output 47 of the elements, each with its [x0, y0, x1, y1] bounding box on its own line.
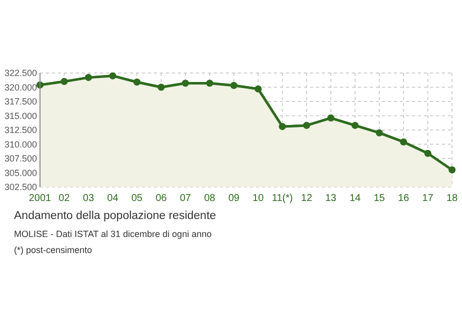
point: [182, 80, 189, 87]
y-tick-label: 322.500: [4, 68, 37, 78]
x-tick-label: 10: [252, 193, 264, 204]
x-tick-label: 14: [349, 193, 362, 204]
text: Andamento della popolazione residente: [14, 210, 216, 222]
point: [448, 166, 456, 174]
x-tick-label: 08: [204, 193, 216, 204]
y-tick-label: 305.000: [4, 168, 37, 178]
point: [109, 72, 116, 80]
point: [352, 122, 359, 129]
x-tick-label: 05: [131, 193, 143, 204]
text: (*) post-censimento: [14, 245, 92, 255]
x-tick-label: 17: [422, 193, 434, 204]
x-tick-label: 12: [301, 193, 313, 204]
text: MOLISE - Dati ISTAT al 31 dicembre di ogni anno: [14, 229, 212, 239]
x-tick-label: 06: [156, 193, 168, 204]
y-tick-label: 312.500: [4, 125, 37, 136]
point: [400, 138, 408, 146]
point: [278, 123, 286, 130]
x-tick-label: 02: [58, 193, 70, 204]
y-tick-label: 310.000: [4, 139, 37, 150]
point: [206, 80, 214, 87]
x-tick-label: 2001: [28, 193, 52, 204]
point: [158, 84, 165, 91]
x-tick-label: 09: [228, 193, 240, 204]
y-tick-label: 302.500: [4, 182, 37, 192]
y-tick-label: 317.500: [4, 96, 37, 107]
point: [376, 129, 383, 136]
x-tick-label: 13: [325, 193, 337, 204]
x-tick-label: 07: [180, 193, 192, 204]
y-tick-label: 307.500: [4, 154, 37, 164]
point: [60, 78, 68, 86]
x-tick-label: 03: [82, 193, 94, 204]
x-tick-label: 11(*): [272, 193, 293, 204]
point: [327, 114, 334, 122]
x-tick-label: 04: [107, 193, 119, 204]
y-tick-label: 315.000: [4, 110, 37, 121]
x-tick-label: 16: [398, 193, 410, 204]
point: [84, 74, 92, 82]
point: [254, 85, 262, 92]
x-tick-label: 18: [446, 193, 458, 204]
point: [230, 82, 238, 90]
y-tick-label: 320.000: [4, 82, 37, 92]
point: [303, 122, 310, 129]
point: [133, 78, 140, 86]
x-tick-label: 15: [374, 193, 386, 204]
point: [424, 150, 432, 157]
